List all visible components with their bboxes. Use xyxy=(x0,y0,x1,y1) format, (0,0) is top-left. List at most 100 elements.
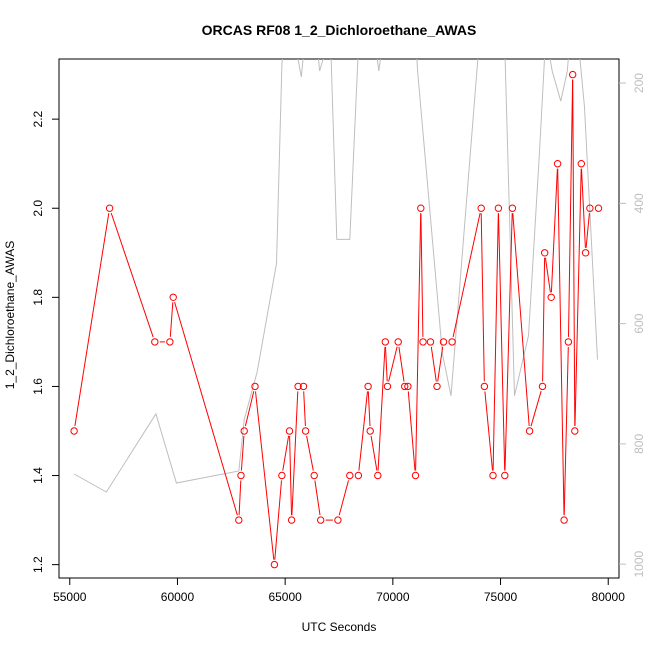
data-point xyxy=(401,382,409,391)
data-point xyxy=(581,249,590,257)
series-segment xyxy=(492,213,499,471)
series-segment xyxy=(498,213,506,471)
data-point xyxy=(411,471,420,480)
data-point xyxy=(594,204,603,212)
x-tick-label: 60000 xyxy=(161,590,195,604)
series-segment xyxy=(550,168,558,293)
data-point xyxy=(564,338,573,346)
series-segment xyxy=(274,480,282,560)
data-point xyxy=(383,382,392,391)
y2-tick-label: 600 xyxy=(632,313,646,333)
data-point xyxy=(237,471,245,480)
series-segment xyxy=(244,391,255,427)
plot-frame xyxy=(58,58,620,579)
series-segment xyxy=(480,213,485,382)
series-segment xyxy=(504,213,513,471)
data-point xyxy=(553,160,562,168)
data-point xyxy=(547,293,555,301)
series-segment xyxy=(407,391,416,471)
data-point xyxy=(301,427,310,435)
data-point xyxy=(433,382,441,391)
data-point xyxy=(417,204,425,212)
data-point xyxy=(508,204,517,212)
data-point xyxy=(586,204,594,212)
data-point xyxy=(477,204,485,212)
series-segment xyxy=(388,346,398,382)
data-point xyxy=(538,382,547,391)
series-segment xyxy=(568,79,574,337)
y-tick-label: 1.6 xyxy=(31,378,45,395)
data-point xyxy=(317,516,325,524)
series-segment xyxy=(557,168,565,516)
data-point xyxy=(169,293,177,301)
y-axis-label: 1_2_Dichloroethane_AWAS xyxy=(3,241,17,390)
data-point xyxy=(571,427,579,435)
data-point xyxy=(374,471,382,480)
y2-tick-label: 800 xyxy=(632,434,646,454)
x-tick-label: 65000 xyxy=(268,590,302,604)
data-point xyxy=(480,382,489,391)
data-point xyxy=(419,338,427,346)
series-segment xyxy=(484,391,493,471)
series-layer xyxy=(70,70,603,569)
series-segment xyxy=(398,346,405,382)
series-segment xyxy=(338,480,349,516)
altitude-layer xyxy=(73,59,598,493)
x-tick-label: 80000 xyxy=(592,590,626,604)
data-point xyxy=(151,338,159,346)
data-point xyxy=(448,338,456,346)
series-segment xyxy=(563,346,569,516)
series-segment xyxy=(306,435,314,471)
y-tick-label: 1.8 xyxy=(31,289,45,306)
series-segment xyxy=(430,346,437,382)
x-axis-label: UTC Seconds xyxy=(302,620,377,634)
y-tick-label: 1.2 xyxy=(31,556,45,573)
data-point xyxy=(240,427,248,435)
series-segment xyxy=(452,212,481,338)
data-point xyxy=(404,382,412,391)
data-point xyxy=(354,471,363,480)
series-segment xyxy=(585,213,590,248)
data-point xyxy=(278,471,286,480)
series-segment xyxy=(574,168,582,427)
x-tick-label: 75000 xyxy=(484,590,518,604)
series-segment xyxy=(542,257,546,382)
series-segment xyxy=(572,79,576,427)
data-point xyxy=(364,382,372,391)
x-tick-label: 55000 xyxy=(53,590,87,604)
series-segment xyxy=(74,213,110,427)
data-point xyxy=(310,471,318,480)
series-segment xyxy=(289,435,292,516)
series-segment xyxy=(377,346,386,471)
series-segment xyxy=(530,391,542,427)
altitude-line xyxy=(73,59,598,493)
data-point xyxy=(394,338,402,346)
data-point xyxy=(294,382,302,391)
data-point xyxy=(577,160,585,168)
data-point xyxy=(70,427,78,435)
data-point xyxy=(525,427,534,435)
y-tick-label: 2.2 xyxy=(31,110,45,127)
series-segment xyxy=(238,480,242,516)
data-point xyxy=(287,516,296,524)
x-tick-label: 70000 xyxy=(376,590,410,604)
data-point xyxy=(439,338,448,346)
data-point xyxy=(270,560,279,569)
series-segment xyxy=(420,213,424,337)
data-point xyxy=(560,516,568,524)
series-segment xyxy=(291,391,299,516)
series-segment xyxy=(282,435,290,471)
series-segment xyxy=(110,212,154,338)
data-point xyxy=(489,471,497,480)
data-point xyxy=(426,338,435,346)
y2-tick-label: 1000 xyxy=(632,550,646,577)
chart-title: ORCAS RF08 1_2_Dichloroethane_AWAS xyxy=(202,22,477,38)
axes: 55000 60000 65000 70000 75000 80000 1.2 1.4 1.6 1… xyxy=(31,73,646,604)
series-segment xyxy=(437,346,444,382)
data-point xyxy=(105,204,114,212)
data-point xyxy=(334,516,342,524)
y-tick-label: 1.4 xyxy=(31,467,45,484)
series-segment xyxy=(358,391,368,471)
series-segment xyxy=(370,435,378,471)
